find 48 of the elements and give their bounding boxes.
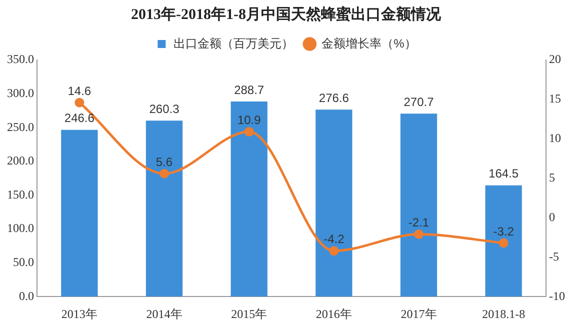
point — [498, 238, 508, 248]
bar — [316, 110, 352, 297]
data-label: 164.5 — [488, 166, 519, 181]
bar — [485, 185, 522, 297]
y-tick-label: 250.0 — [7, 120, 34, 134]
point — [160, 168, 169, 178]
x-tick-label: 2016年 — [316, 306, 352, 321]
data-label: 10.9 — [237, 113, 262, 128]
x-tick-label: 2014年 — [146, 306, 182, 321]
y2-tick-label: 15 — [549, 92, 562, 106]
bar — [400, 114, 438, 297]
point — [414, 230, 424, 240]
y-tick-label: 100.0 — [7, 221, 34, 236]
data-label: -3.2 — [493, 224, 514, 238]
y-tick-label: 0.0 — [19, 288, 34, 303]
point — [329, 246, 339, 256]
legend-label: 金额增长率（%） — [322, 36, 416, 50]
y-tick-label: 50.0 — [13, 254, 34, 269]
y-tick-label: 150.0 — [7, 187, 34, 202]
x-tick-label: 2015年 — [231, 306, 268, 321]
y2-tick-label: 10 — [549, 131, 562, 146]
y2-tick-label: 5 — [549, 170, 556, 184]
y-tick-label: 350.0 — [7, 52, 34, 66]
data-label: 260.3 — [149, 102, 180, 116]
bar — [146, 120, 183, 297]
point — [74, 98, 84, 108]
data-label: 270.7 — [404, 94, 434, 109]
y2-tick-label: 20 — [549, 52, 562, 66]
data-label: -4.2 — [324, 232, 345, 246]
y2-tick-label: -5 — [549, 249, 560, 264]
data-label: 14.6 — [68, 84, 92, 98]
data-label: -2.1 — [408, 216, 430, 230]
x-tick-label: 2013年 — [61, 306, 98, 321]
data-label: 276.6 — [318, 90, 350, 105]
bar — [230, 101, 268, 297]
data-label: 246.6 — [64, 111, 95, 126]
legend-label: 出口金额（百万美元） — [174, 36, 294, 50]
data-label: 5.6 — [156, 154, 173, 169]
x-tick-label: 2018.1-8 — [482, 306, 526, 321]
data-label: 288.7 — [234, 82, 264, 97]
chart-title: 2013年-2018年1-8月中国天然蜂蜜出口金额情况 — [131, 4, 442, 23]
point — [244, 127, 254, 137]
x-tick-label: 2017年 — [400, 306, 437, 321]
y2-tick-label: 0 — [549, 210, 556, 224]
y-tick-label: 200.0 — [7, 154, 34, 168]
y-tick-label: 300.0 — [7, 86, 34, 100]
y2-tick-label: -10 — [549, 288, 566, 303]
bar — [61, 130, 98, 297]
